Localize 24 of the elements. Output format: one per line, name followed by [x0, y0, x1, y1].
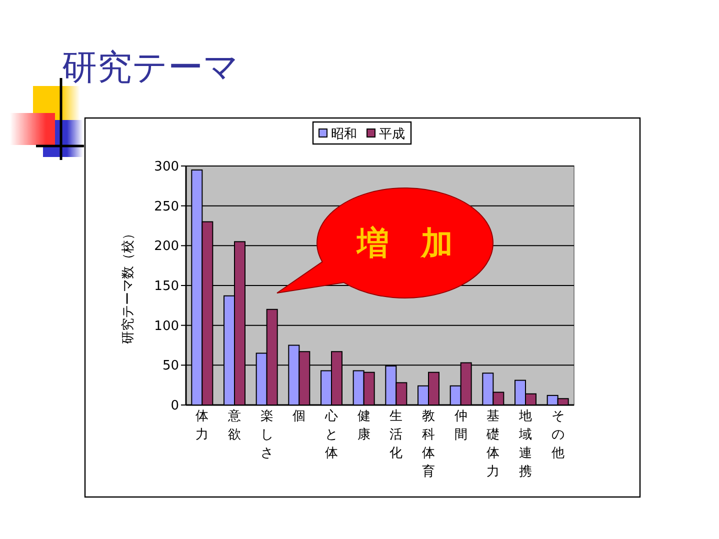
y-axis-title: 研究テーマ数（校） — [121, 227, 136, 344]
x-tick-label: 地域連携 — [518, 409, 532, 480]
legend-label: 平成 — [379, 127, 405, 142]
x-tick-label: 健康 — [357, 409, 370, 442]
x-tick-label: 心と体 — [324, 408, 338, 461]
y-tick-label: 0 — [170, 398, 179, 414]
y-tick-label: 200 — [154, 239, 179, 254]
x-tick-label: 個 — [292, 409, 306, 424]
y-tick-label: 250 — [154, 199, 179, 214]
x-tick-label: 体力 — [196, 409, 209, 442]
x-tick-label: 基礎体力 — [486, 409, 500, 480]
y-tick-label: 50 — [162, 358, 179, 374]
x-tick-label: 楽しさ — [260, 409, 274, 461]
y-tick-label: 150 — [154, 279, 179, 294]
chart-title: 研究テーマ — [62, 48, 239, 88]
x-tick-label: 教科体育 — [422, 409, 435, 480]
x-tick-label: 意欲 — [227, 409, 241, 442]
legend-label: 昭和 — [331, 127, 357, 142]
y-tick-label: 300 — [154, 160, 179, 174]
annotation: 増 加 — [356, 224, 453, 262]
y-tick-label: 100 — [154, 318, 179, 334]
x-tick-label: 仲間 — [454, 409, 468, 442]
x-tick-label: その他 — [551, 409, 564, 461]
x-tick-label: 生活化 — [390, 409, 403, 461]
